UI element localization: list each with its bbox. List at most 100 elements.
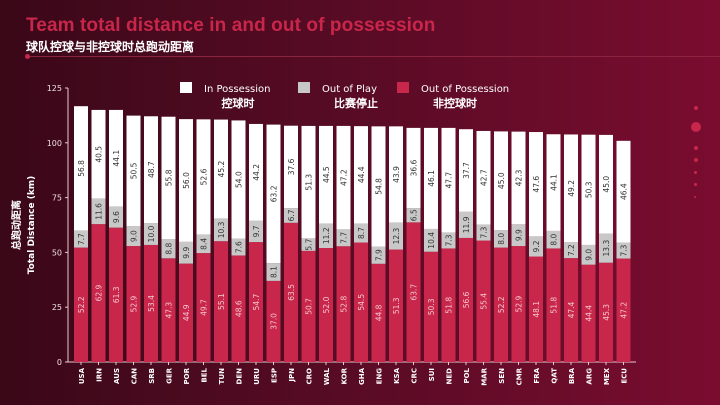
y-tick-label: 125 — [47, 84, 62, 93]
bar-segment-out-of-play — [231, 238, 246, 256]
data-label: 7.3 — [620, 244, 629, 256]
legend-swatch-out-of-play — [298, 82, 310, 93]
data-label: 8.1 — [270, 266, 279, 278]
bar-segment-out-of-possession — [249, 242, 263, 362]
data-label: 48.7 — [147, 161, 156, 178]
bar-segment-out-of-play — [581, 244, 596, 265]
bar-segment-out-of-play — [91, 198, 106, 225]
decor-flower — [691, 122, 701, 132]
bar-segment-out-of-play — [529, 236, 543, 257]
bar-segment-in-possession — [301, 125, 316, 239]
legend-label: In Possession — [204, 84, 270, 95]
bar-segment-out-of-possession — [354, 242, 368, 362]
x-tick-label: ARG — [586, 368, 594, 385]
bar-segment-in-possession — [581, 134, 596, 245]
bar-segment-in-possession — [91, 109, 106, 199]
data-label: 52.2 — [497, 296, 506, 313]
data-label: 48.6 — [235, 300, 244, 317]
bar-segment-in-possession — [126, 115, 141, 227]
data-label: 47.2 — [620, 302, 629, 319]
data-label: 10.3 — [217, 221, 226, 238]
decor-dot — [694, 146, 698, 150]
bar-segment-out-of-possession — [179, 263, 193, 362]
bar-segment-out-of-possession — [529, 256, 543, 362]
x-tick-label: SUI — [428, 368, 436, 381]
bar-segment-out-of-play — [74, 230, 88, 248]
bar-segment-in-possession — [459, 129, 473, 212]
y-axis-label-zh: 总跑动距离 — [10, 200, 23, 250]
data-label: 46.4 — [620, 183, 629, 200]
bar-segment-out-of-possession — [599, 262, 613, 362]
data-label: 11.6 — [95, 203, 104, 220]
bar-segment-out-of-possession — [546, 248, 561, 362]
bar-segment-in-possession — [179, 119, 193, 242]
legend-label: Out of Play — [322, 84, 377, 95]
data-label: 54.7 — [252, 293, 261, 310]
data-label: 45.3 — [602, 304, 611, 321]
y-tick-label: 25 — [52, 303, 62, 312]
bar-segment-out-of-possession — [406, 222, 421, 362]
data-label: 9.9 — [515, 229, 524, 241]
data-label: 51.3 — [305, 174, 314, 191]
data-label: 54.5 — [357, 294, 366, 311]
data-label: 56.8 — [77, 160, 86, 177]
x-tick-label: GER — [166, 367, 174, 384]
data-label: 48.1 — [532, 301, 541, 318]
data-label: 54.8 — [375, 178, 384, 195]
data-label: 40.5 — [95, 146, 104, 163]
data-label: 8.7 — [357, 227, 366, 239]
bar-segment-out-of-play — [179, 241, 193, 264]
data-label: 55.4 — [480, 293, 489, 310]
data-label: 9.6 — [112, 211, 121, 223]
data-label: 7.6 — [235, 241, 244, 253]
data-label: 47.6 — [532, 176, 541, 193]
data-label: 8.0 — [497, 233, 506, 245]
data-label: 42.3 — [515, 169, 524, 186]
bar-segment-in-possession — [564, 134, 578, 243]
data-label: 7.3 — [480, 226, 489, 238]
data-label: 44.1 — [550, 174, 559, 191]
data-label: 9.9 — [182, 247, 191, 259]
data-label: 52.8 — [340, 296, 349, 313]
bar-segment-in-possession — [196, 119, 211, 235]
data-label: 9.0 — [585, 249, 594, 261]
bar-segment-in-possession — [476, 130, 491, 225]
data-label: 50.5 — [130, 162, 139, 179]
x-tick-label: IRN — [96, 368, 104, 382]
data-label: 51.8 — [445, 297, 454, 314]
data-label: 63.2 — [270, 185, 279, 202]
bar-segment-out-of-possession — [476, 240, 491, 362]
divider-dot — [25, 54, 30, 59]
data-label: 9.7 — [252, 225, 261, 237]
decor-dot — [694, 171, 697, 174]
data-label: 56.6 — [462, 291, 471, 308]
bar-segment-in-possession — [616, 140, 631, 243]
bar-segment-out-of-possession — [616, 258, 631, 362]
bar-segment-in-possession — [144, 116, 158, 224]
data-label: 44.4 — [585, 305, 594, 322]
bar-segment-out-of-possession — [284, 222, 298, 362]
legend-swatch-out-of-possession — [397, 82, 409, 93]
data-label: 47.2 — [340, 169, 349, 186]
bar-segment-in-possession — [284, 125, 298, 209]
legend-label: Out of Possession — [421, 84, 509, 95]
bar-segment-out-of-play — [301, 238, 316, 251]
chart-title: Team total distance in and out of posses… — [26, 15, 436, 36]
data-label: 42.7 — [480, 169, 489, 186]
decor-dot — [694, 158, 698, 162]
data-label: 44.9 — [182, 304, 191, 321]
bar-segment-out-of-possession — [424, 251, 438, 362]
x-tick-label: POL — [463, 367, 471, 383]
bar-segment-out-of-play — [336, 229, 351, 247]
data-label: 7.2 — [567, 244, 576, 256]
bar-segment-out-of-play — [476, 224, 491, 241]
bar-segment-in-possession — [406, 127, 421, 209]
x-tick-label: KSA — [393, 367, 401, 383]
y-tick-label: 75 — [52, 194, 62, 203]
bar-segment-out-of-possession — [319, 248, 333, 362]
y-tick-label: 100 — [47, 139, 62, 148]
data-label: 45.0 — [497, 172, 506, 189]
legend-label-zh: 非控球时 — [433, 96, 477, 110]
bar-segment-out-of-possession — [511, 246, 526, 362]
bar-segment-out-of-possession — [494, 247, 508, 362]
